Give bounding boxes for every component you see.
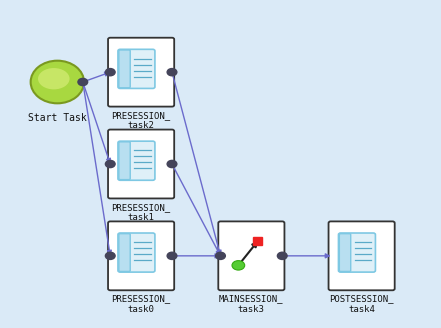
FancyBboxPatch shape <box>108 221 174 290</box>
FancyBboxPatch shape <box>253 237 262 245</box>
Circle shape <box>78 78 88 86</box>
FancyBboxPatch shape <box>108 130 174 198</box>
Text: PRESESSION_
task2: PRESESSION_ task2 <box>112 111 171 130</box>
Ellipse shape <box>31 61 84 103</box>
FancyBboxPatch shape <box>218 221 284 290</box>
Circle shape <box>232 261 245 270</box>
Text: PRESESSION_
task1: PRESESSION_ task1 <box>112 203 171 222</box>
Text: POSTSESSION_
task4: POSTSESSION_ task4 <box>329 295 394 314</box>
Circle shape <box>105 160 115 168</box>
Ellipse shape <box>38 68 70 89</box>
FancyBboxPatch shape <box>118 141 155 180</box>
FancyBboxPatch shape <box>329 221 395 290</box>
Circle shape <box>167 252 177 259</box>
Text: MAINSESSION_
task3: MAINSESSION_ task3 <box>219 295 284 314</box>
FancyBboxPatch shape <box>119 234 130 272</box>
Text: PRESESSION_
task0: PRESESSION_ task0 <box>112 295 171 314</box>
Text: Start Task: Start Task <box>28 113 87 123</box>
FancyBboxPatch shape <box>339 233 375 272</box>
Circle shape <box>105 69 115 76</box>
Circle shape <box>167 69 177 76</box>
FancyBboxPatch shape <box>119 50 130 88</box>
Circle shape <box>216 252 225 259</box>
Circle shape <box>167 160 177 168</box>
Circle shape <box>277 252 287 259</box>
FancyBboxPatch shape <box>340 234 351 272</box>
FancyBboxPatch shape <box>118 233 155 272</box>
FancyBboxPatch shape <box>108 38 174 107</box>
FancyBboxPatch shape <box>119 142 130 180</box>
FancyBboxPatch shape <box>118 49 155 89</box>
Circle shape <box>105 252 115 259</box>
